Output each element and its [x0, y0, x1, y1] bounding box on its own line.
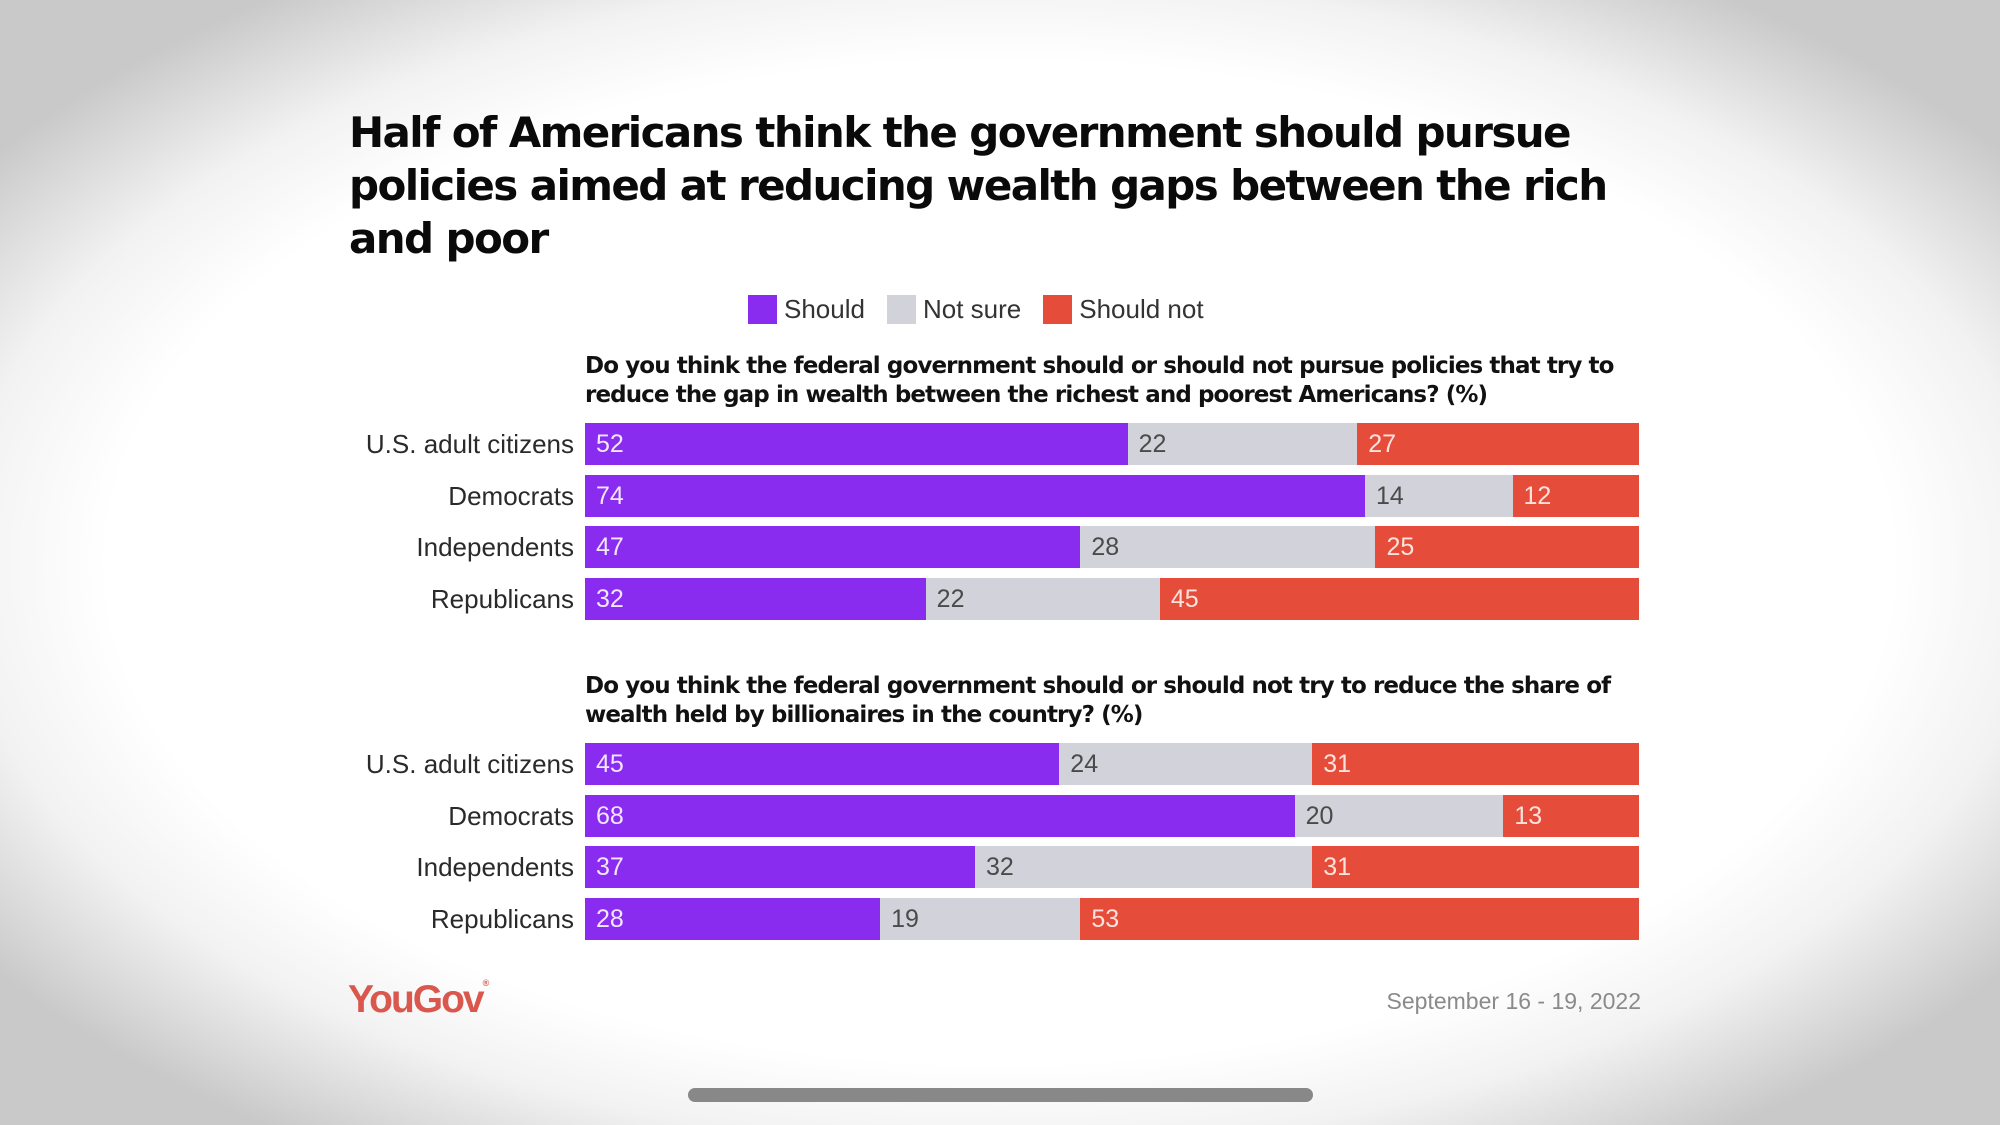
stacked-bar: 32 22 45 [585, 577, 1639, 620]
bar-row: Republicans 32 22 45 [0, 577, 2000, 620]
bar-segment-not-sure: 14 [1364, 474, 1513, 517]
legend-label-should: Should [784, 293, 865, 324]
data-label: 32 [985, 853, 1014, 881]
bar-segment-should: 37 [585, 846, 975, 888]
bar-segment-not-sure: 22 [925, 577, 1160, 620]
stacked-bar: 37 32 31 [585, 846, 1639, 888]
bar-segment-not-sure: 32 [974, 846, 1313, 888]
data-label: 32 [596, 584, 624, 613]
question-2-title: Do you think the federal government shou… [585, 673, 1611, 728]
bar-segment-should-not: 13 [1503, 794, 1639, 837]
bar-segment-should: 68 [585, 794, 1295, 837]
stacked-bar: 28 19 53 [585, 897, 1639, 940]
data-label: 20 [1305, 801, 1334, 830]
data-label: 22 [936, 584, 965, 613]
bar-segment-should: 28 [585, 897, 881, 940]
legend-label-not-sure: Not sure [922, 293, 1022, 324]
bar-segment-should-not: 31 [1312, 846, 1639, 888]
category-label: U.S. adult citizens [365, 749, 574, 779]
stacked-bar: 74 14 12 [585, 474, 1639, 517]
data-label: 14 [1375, 481, 1404, 510]
category-label: Independents [416, 532, 574, 562]
data-label: 12 [1523, 481, 1552, 510]
data-label: 28 [596, 904, 624, 933]
data-label: 25 [1386, 533, 1415, 561]
legend-label-should-not: Should not [1079, 293, 1204, 324]
data-label: 24 [1070, 750, 1099, 778]
category-label: U.S. adult citizens [365, 429, 574, 459]
chart-title: Half of Americans think the government s… [349, 108, 1608, 263]
legend-swatch-should-not [1043, 294, 1073, 324]
bar-row: U.S. adult citizens 52 22 27 [0, 423, 2000, 465]
data-label: 53 [1091, 904, 1120, 933]
legend: Should Not sure Should not [748, 292, 1226, 326]
data-label: 22 [1138, 430, 1167, 458]
bar-segment-should: 32 [585, 577, 926, 620]
bar-segment-should: 47 [585, 526, 1081, 568]
yougov-logo: YouGov® [348, 978, 489, 1022]
bar-row: Democrats 68 20 13 [0, 794, 2000, 837]
survey-date: September 16 - 19, 2022 [1386, 988, 1641, 1014]
bar-row: Independents 47 28 25 [0, 526, 2000, 568]
legend-item-should: Should [748, 294, 865, 325]
legend-swatch-not-sure [886, 294, 916, 324]
bar-segment-not-sure: 28 [1080, 526, 1376, 568]
data-label: 74 [596, 481, 624, 510]
bar-segment-should-not: 53 [1080, 897, 1639, 940]
data-label: 31 [1323, 750, 1352, 778]
category-label: Democrats [448, 480, 574, 511]
stacked-bar: 68 20 13 [585, 794, 1639, 837]
data-label: 27 [1368, 430, 1397, 458]
bar-segment-not-sure: 24 [1059, 743, 1313, 785]
legend-item-not-sure: Not sure [886, 293, 1022, 325]
question-1-title: Do you think the federal government shou… [585, 353, 1614, 408]
stacked-bar: 45 24 31 [585, 743, 1639, 785]
bar-segment-should-not: 27 [1357, 423, 1639, 465]
stacked-bar: 52 22 27 [585, 423, 1639, 465]
bar-segment-should: 52 [585, 423, 1128, 465]
data-label: 37 [596, 853, 624, 881]
brand-name: YouGov [348, 978, 485, 1021]
data-label: 28 [1091, 533, 1120, 561]
bar-segment-should-not: 45 [1159, 577, 1639, 620]
bar-row: Republicans 28 19 53 [0, 897, 2000, 940]
data-label: 52 [596, 430, 624, 458]
data-label: 19 [891, 904, 919, 933]
stacked-bar: 47 28 25 [585, 526, 1639, 568]
bar-segment-not-sure: 22 [1127, 423, 1358, 465]
bar-segment-not-sure: 19 [880, 897, 1081, 940]
data-label: 45 [1170, 584, 1199, 613]
bar-segment-should: 74 [585, 474, 1365, 517]
data-label: 45 [596, 750, 624, 778]
home-indicator[interactable] [688, 1088, 1313, 1102]
registered-mark-icon: ® [482, 978, 490, 988]
bar-row: U.S. adult citizens 45 24 31 [0, 743, 2000, 785]
bar-row: Democrats 74 14 12 [0, 474, 2000, 517]
category-label: Democrats [448, 800, 574, 831]
data-label: 31 [1323, 853, 1352, 881]
bar-segment-should-not: 12 [1512, 474, 1639, 517]
legend-item-should-not: Should not [1043, 293, 1204, 325]
category-label: Republicans [430, 583, 574, 614]
category-label: Republicans [430, 903, 574, 934]
bar-segment-should: 45 [585, 743, 1060, 785]
data-label: 68 [596, 801, 624, 830]
category-label: Independents [416, 852, 574, 882]
bar-row: Independents 37 32 31 [0, 846, 2000, 888]
bar-segment-not-sure: 20 [1294, 794, 1504, 837]
data-label: 13 [1514, 801, 1543, 830]
legend-swatch-should [748, 294, 777, 324]
bar-segment-should-not: 25 [1375, 526, 1639, 568]
bar-segment-should-not: 31 [1312, 743, 1639, 785]
data-label: 47 [596, 533, 624, 561]
